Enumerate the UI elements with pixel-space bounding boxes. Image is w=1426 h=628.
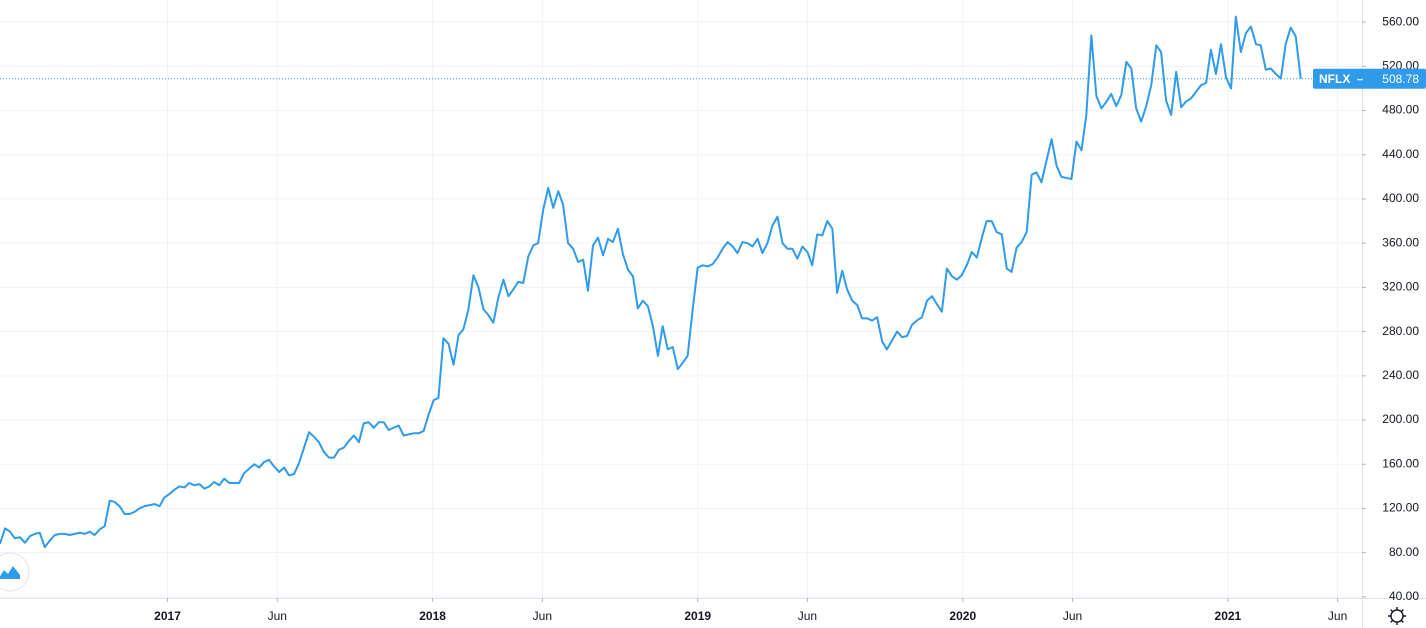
y-tick-label: 280.00 xyxy=(1382,324,1419,338)
y-tick-label: 40.00 xyxy=(1389,589,1419,603)
gear-teeth xyxy=(1388,607,1406,625)
y-tick-label: 80.00 xyxy=(1389,545,1419,559)
x-tick-label: Jun xyxy=(1063,609,1082,623)
x-tick-label: 2020 xyxy=(949,609,976,623)
price-line xyxy=(0,15,1302,549)
y-tick-label: 240.00 xyxy=(1382,368,1419,382)
y-tick-label: 320.00 xyxy=(1382,280,1419,294)
settings-button[interactable] xyxy=(1388,607,1406,625)
x-tick-label: Jun xyxy=(268,609,287,623)
x-tick-label: Jun xyxy=(1328,609,1347,623)
x-tick-label: Jun xyxy=(533,609,552,623)
y-tick-label: 480.00 xyxy=(1382,103,1419,117)
price-badge-value: 508.78 xyxy=(1382,72,1419,86)
price-badge: NFLX 508.78 xyxy=(1313,68,1426,89)
gear-icon xyxy=(1390,609,1404,623)
x-tick-label: 2021 xyxy=(1215,609,1242,623)
y-tick-label: 440.00 xyxy=(1382,147,1419,161)
logo-icon xyxy=(0,566,20,579)
x-tick-label: 2018 xyxy=(419,609,446,623)
grid xyxy=(0,0,1362,598)
series xyxy=(0,15,1362,549)
y-tick-label: 360.00 xyxy=(1382,235,1419,249)
price-badge-name: NFLX xyxy=(1319,72,1350,86)
y-tick-label: 200.00 xyxy=(1382,412,1419,426)
y-tick-label: 400.00 xyxy=(1382,191,1419,205)
x-tick-label: 2017 xyxy=(154,609,181,623)
y-tick-label: 120.00 xyxy=(1382,501,1419,515)
price-badge-box xyxy=(1313,68,1426,89)
logo[interactable] xyxy=(0,552,30,592)
x-tick-label: 2019 xyxy=(684,609,711,623)
y-tick-label: 160.00 xyxy=(1382,456,1419,470)
x-tick-label: Jun xyxy=(798,609,817,623)
y-tick-label: 560.00 xyxy=(1382,14,1419,28)
